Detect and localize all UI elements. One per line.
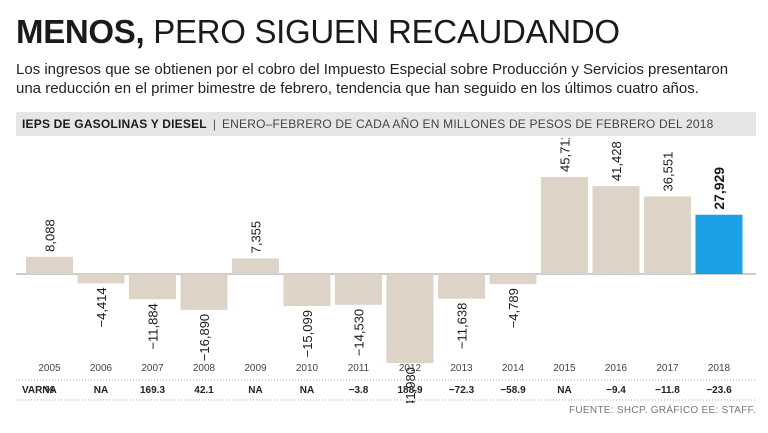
- chart-title: MENOS, PERO SIGUEN RECAUDANDO: [16, 12, 620, 52]
- var-pct-value: −11.8: [655, 385, 680, 396]
- value-label: −4,789: [506, 288, 521, 328]
- bar-2011: [335, 274, 382, 305]
- var-pct-value: NA: [300, 385, 314, 396]
- year-tick-label: 2005: [38, 363, 61, 374]
- value-label: 45,711: [558, 138, 573, 172]
- value-label: −16,890: [197, 314, 212, 361]
- var-row-label: VAR %: [22, 385, 54, 396]
- value-label: −11,638: [455, 303, 470, 349]
- bar-2009: [232, 258, 279, 274]
- band-title: IEPS DE GASOLINAS Y DIESEL: [22, 117, 207, 131]
- year-tick-label: 2009: [244, 363, 267, 374]
- band-separator: |: [212, 117, 216, 131]
- bar-2018: [695, 214, 743, 274]
- chart-subtitle: Los ingresos que se obtienen por el cobr…: [16, 61, 729, 97]
- year-tick-label: 2012: [399, 363, 422, 374]
- var-pct-value: NA: [248, 385, 262, 396]
- year-tick-label: 2014: [502, 363, 525, 374]
- value-label: 8,088: [43, 219, 58, 252]
- bar-2016: [592, 186, 640, 274]
- var-pct-value: 169.3: [140, 385, 165, 396]
- bar-2013: [438, 274, 485, 299]
- year-tick-label: 2015: [553, 363, 576, 374]
- title-bold: MENOS,: [16, 13, 145, 50]
- bar-2017: [644, 196, 691, 274]
- bar-2006: [77, 274, 125, 284]
- bar-2010: [283, 274, 331, 307]
- value-label: 27,929: [711, 167, 727, 210]
- var-pct-value: −9.4: [606, 385, 626, 396]
- bar-2015: [541, 177, 588, 274]
- var-pct-value: 42.1: [194, 385, 214, 396]
- year-tick-label: 2010: [296, 363, 319, 374]
- bar-2008: [180, 274, 228, 310]
- chart-header-band: IEPS DE GASOLINAS Y DIESEL | ENERO–FEBRE…: [16, 112, 756, 136]
- var-pct-value: −58.9: [500, 385, 526, 396]
- var-pct-value: −72.3: [449, 385, 475, 396]
- value-label: 41,428: [609, 141, 624, 181]
- var-pct-value: NA: [557, 385, 571, 396]
- bar-2007: [129, 274, 176, 300]
- value-label: −15,099: [300, 310, 315, 357]
- value-label: −11,884: [146, 303, 161, 349]
- bar-2012: [386, 274, 434, 364]
- value-label: −4,414: [94, 287, 109, 327]
- var-pct-value: NA: [94, 385, 108, 396]
- value-label: 36,551: [661, 152, 676, 192]
- var-pct-value: 188.9: [397, 385, 422, 396]
- source-note: FUENTE: SHCP. GRÁFICO EE: STAFF.: [568, 405, 756, 416]
- title-light: PERO SIGUEN RECAUDANDO: [153, 13, 620, 50]
- year-tick-label: 2013: [450, 363, 473, 374]
- year-tick-label: 2006: [90, 363, 113, 374]
- year-tick-label: 2016: [605, 363, 628, 374]
- bar-chart: 8,088 2005 NA −4,414 2006 NA −11,884 2007 169.3 −…: [16, 138, 756, 403]
- value-label: 7,355: [249, 221, 264, 254]
- year-tick-label: 2018: [708, 363, 731, 374]
- bar-2014: [489, 274, 537, 285]
- band-description: ENERO–FEBRERO DE CADA AÑO EN MILLONES DE…: [221, 117, 714, 131]
- year-tick-label: 2017: [656, 363, 679, 374]
- year-tick-label: 2007: [141, 363, 164, 374]
- bar-2005: [26, 256, 73, 274]
- var-pct-value: NA: [42, 385, 56, 396]
- year-tick-label: 2008: [193, 363, 216, 374]
- value-label: −41,980: [403, 367, 418, 403]
- value-label: −14,530: [352, 309, 367, 356]
- var-pct-value: −23.6: [706, 385, 732, 396]
- year-tick-label: 2011: [348, 363, 370, 374]
- var-pct-value: −3.8: [349, 385, 369, 396]
